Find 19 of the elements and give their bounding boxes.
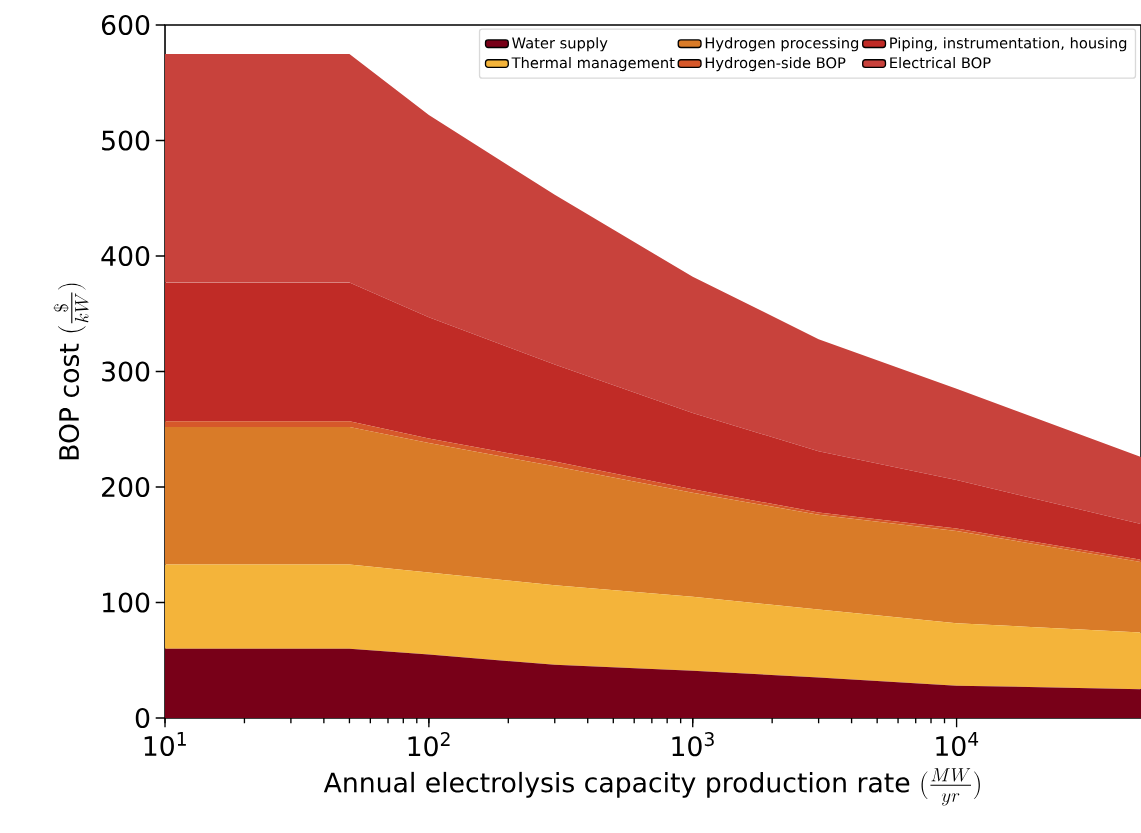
y-tick-label: 400 (101, 245, 150, 267)
x-axis-title: $\text{Annual electrolysis capacity production rate }(\frac{MW}{yr})$ (323, 768, 980, 806)
legend-label: Piping, instrumentation, housing (890, 37, 1127, 52)
x-tick-label: 10$^{1}$ (144, 732, 186, 757)
y-tick-label: 200 (102, 476, 150, 498)
legend-label: Electrical BOP (890, 56, 991, 69)
x-tick-label: 10$^{3}$ (672, 732, 714, 757)
legend-label: Hydrogen-side BOP (705, 56, 846, 72)
y-tick-label: 500 (102, 130, 150, 151)
legend-label: Water supply (512, 37, 608, 52)
y-tick-label: 100 (103, 592, 150, 613)
y-tick-label: 0 (135, 707, 150, 729)
legend-label: Thermal management (511, 56, 675, 72)
legend-label: Hydrogen processing (705, 37, 859, 52)
x-tick-label: 10$^{2}$ (408, 732, 450, 757)
y-axis-title: $\text{BOP cost }(\frac{\$}{kW})$ (53, 283, 89, 460)
y-tick-label: 600 (101, 14, 150, 36)
x-tick-label: 10$^{4}$ (936, 732, 979, 757)
y-tick-label: 300 (102, 361, 150, 382)
